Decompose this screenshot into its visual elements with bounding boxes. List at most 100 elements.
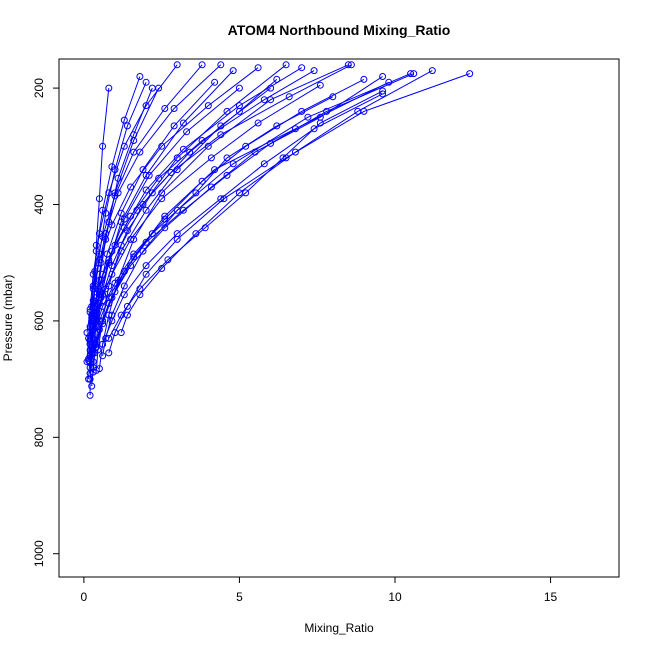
data-point	[385, 78, 393, 86]
series-24	[86, 84, 156, 377]
data-point	[105, 334, 113, 342]
x-tick-label: 15	[544, 590, 558, 604]
data-point	[142, 206, 150, 214]
x-axis: 0 5 10 15	[81, 576, 558, 604]
data-point	[120, 291, 128, 299]
series-line	[88, 76, 141, 361]
data-point	[273, 122, 281, 130]
data-point	[254, 64, 262, 72]
series-line	[102, 93, 383, 345]
x-tick-label: 5	[236, 590, 243, 604]
data-point	[304, 113, 312, 121]
data-point	[105, 218, 113, 226]
data-point	[83, 329, 91, 337]
data-point	[164, 256, 172, 264]
data-point	[173, 61, 181, 69]
data-point	[298, 64, 306, 72]
data-point	[108, 262, 116, 270]
data-point	[148, 84, 156, 92]
data-point	[142, 238, 150, 246]
data-point	[254, 119, 262, 127]
data-point	[88, 382, 96, 390]
data-point	[161, 224, 169, 232]
series-line	[92, 64, 352, 316]
data-point	[360, 75, 368, 83]
data-point	[161, 105, 169, 112]
data-point	[95, 195, 103, 203]
data-point	[111, 279, 119, 287]
data-point	[92, 314, 100, 322]
data-point	[183, 128, 191, 136]
data-point	[120, 116, 128, 124]
data-point	[186, 148, 194, 156]
data-point	[242, 142, 250, 150]
series-line	[120, 70, 433, 333]
data-point	[130, 250, 138, 258]
data-point	[310, 125, 318, 133]
data-point	[120, 267, 128, 275]
data-point	[354, 107, 362, 115]
data-point	[229, 67, 237, 75]
data-point	[273, 75, 281, 83]
data-point	[310, 67, 318, 75]
data-point	[285, 93, 293, 101]
series-28	[99, 90, 387, 348]
data-point	[173, 154, 181, 162]
data-point	[95, 365, 103, 373]
data-point	[92, 294, 100, 302]
data-point	[192, 189, 200, 197]
data-point	[158, 195, 166, 203]
y-tick-label: 800	[32, 427, 46, 447]
data-point	[316, 81, 324, 89]
data-point	[235, 107, 243, 115]
data-point	[89, 323, 97, 331]
series-23	[95, 70, 418, 325]
data-point	[217, 61, 225, 69]
data-point	[123, 227, 131, 235]
data-point	[316, 119, 324, 127]
y-tick-label: 200	[32, 78, 46, 98]
data-point	[158, 265, 166, 272]
series-line	[89, 87, 153, 374]
data-point	[99, 340, 107, 348]
series-26	[85, 73, 144, 364]
y-tick-label: 600	[32, 311, 46, 331]
series-27	[89, 75, 281, 342]
series-line	[86, 67, 259, 333]
data-point	[136, 285, 144, 293]
y-axis: 200 400 600 800 1000	[32, 78, 60, 567]
data-point	[179, 119, 187, 127]
data-point	[130, 131, 138, 139]
data-point	[85, 357, 93, 364]
data-point	[217, 195, 225, 203]
data-point	[111, 241, 119, 249]
data-point	[161, 215, 169, 223]
data-point	[223, 107, 231, 115]
data-point	[379, 73, 387, 80]
data-point	[198, 61, 206, 69]
data-point	[136, 148, 144, 156]
data-point	[123, 122, 131, 130]
data-point	[170, 105, 178, 112]
data-point	[142, 78, 150, 86]
data-point	[99, 142, 107, 150]
data-point	[108, 163, 116, 171]
data-point	[379, 90, 387, 98]
data-point	[282, 61, 290, 69]
data-point	[179, 206, 187, 214]
data-point	[133, 206, 141, 214]
y-axis-label: Pressure (mbar)	[1, 275, 15, 362]
series-line	[92, 79, 278, 339]
data-point	[89, 334, 97, 342]
data-point	[207, 154, 215, 162]
data-point	[89, 282, 97, 290]
data-point	[229, 160, 237, 168]
data-point	[170, 122, 178, 130]
data-point	[139, 166, 147, 174]
data-point	[217, 131, 225, 139]
data-point	[428, 67, 436, 75]
data-point	[127, 183, 135, 191]
data-point	[323, 107, 331, 115]
data-point	[120, 215, 128, 223]
x-tick-label: 10	[388, 590, 402, 604]
